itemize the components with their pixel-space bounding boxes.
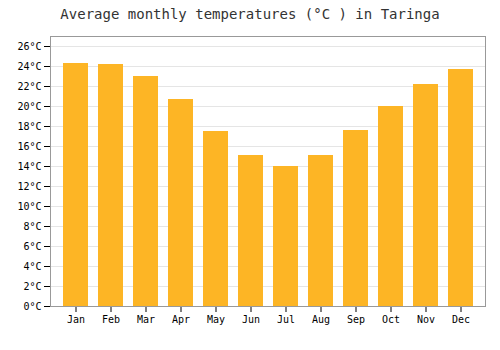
svg-text:24°C: 24°C bbox=[17, 61, 41, 72]
svg-text:Sep: Sep bbox=[347, 314, 365, 325]
svg-text:Nov: Nov bbox=[417, 314, 435, 325]
svg-text:2°C: 2°C bbox=[23, 281, 41, 292]
svg-text:26°C: 26°C bbox=[17, 41, 41, 52]
svg-text:10°C: 10°C bbox=[17, 201, 41, 212]
svg-text:Jun: Jun bbox=[242, 314, 260, 325]
html-text:Average monthly temperatures (: Average monthly temperatures (°C ) in Ta… bbox=[60, 6, 440, 22]
svg-text:Jul: Jul bbox=[277, 314, 295, 325]
svg-text:22°C: 22°C bbox=[17, 81, 41, 92]
svg-text:Mar: Mar bbox=[137, 314, 155, 325]
svg-text:8°C: 8°C bbox=[23, 221, 41, 232]
svg-text:0°C: 0°C bbox=[23, 301, 41, 312]
svg-text:Oct: Oct bbox=[382, 314, 400, 325]
svg-text:12°C: 12°C bbox=[17, 181, 41, 192]
svg-text:Apr: Apr bbox=[172, 314, 190, 325]
svg-text:18°C: 18°C bbox=[17, 121, 41, 132]
svg-text:6°C: 6°C bbox=[23, 241, 41, 252]
svg-text:Feb: Feb bbox=[102, 314, 120, 325]
svg-text:4°C: 4°C bbox=[23, 261, 41, 272]
svg-text:Aug: Aug bbox=[312, 314, 330, 325]
svg-text:Jan: Jan bbox=[67, 314, 85, 325]
svg-text:16°C: 16°C bbox=[17, 141, 41, 152]
svg-text:May: May bbox=[207, 314, 225, 325]
svg-text:Dec: Dec bbox=[452, 314, 470, 325]
svg-text:14°C: 14°C bbox=[17, 161, 41, 172]
svg-text:20°C: 20°C bbox=[17, 101, 41, 112]
